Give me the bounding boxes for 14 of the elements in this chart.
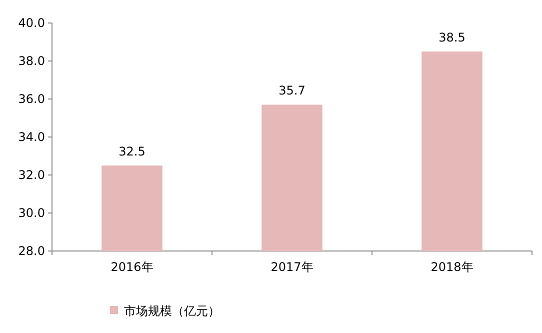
x-tick-label: 2017年 (270, 260, 314, 274)
y-tick-label: 30.0 (18, 206, 45, 220)
x-tick-label: 2018年 (430, 260, 474, 274)
y-tick-label: 32.0 (18, 168, 45, 182)
y-tick-label: 38.0 (18, 54, 45, 68)
x-tick-label: 2016年 (110, 260, 154, 274)
y-tick-label: 34.0 (18, 130, 45, 144)
legend-label: 市场规模（亿元） (124, 304, 220, 318)
y-tick-label: 36.0 (18, 92, 45, 106)
data-label: 35.7 (278, 84, 306, 98)
y-tick-label: 28.0 (18, 244, 45, 258)
data-label: 32.5 (118, 144, 146, 158)
y-tick-label: 40.0 (18, 16, 45, 30)
data-label: 38.5 (438, 30, 466, 44)
